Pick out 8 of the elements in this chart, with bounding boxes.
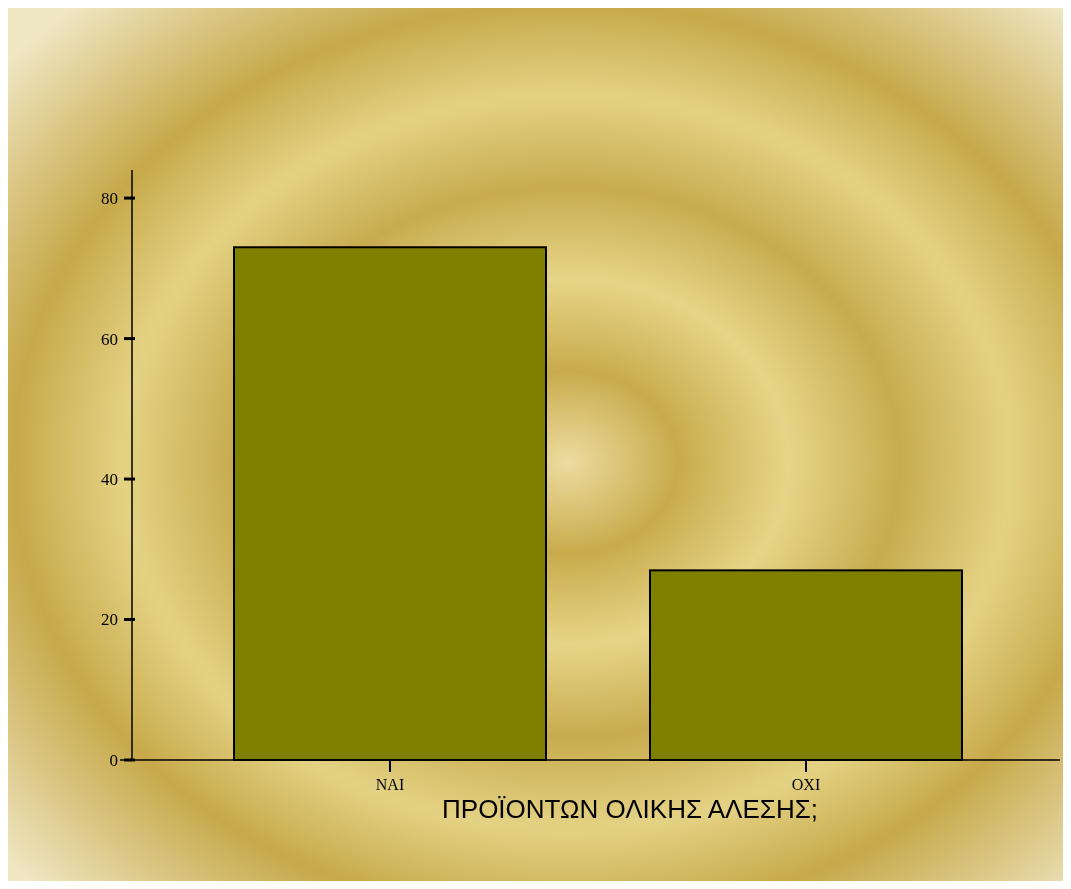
y-tick-label: 40	[101, 470, 118, 489]
x-tick-label: OXI	[791, 776, 821, 793]
y-tick-label: 60	[101, 329, 118, 349]
y-tick-label: 80	[101, 189, 118, 209]
y-tick-label: 0	[109, 750, 118, 770]
y-tick-label: 20	[101, 610, 118, 630]
x-axis-title: ΠΡΟΪΟΝΤΩΝ ΟΛΙΚΗΣ ΑΛΕΣΗΣ;	[442, 794, 818, 824]
x-tick-label: NAI	[375, 776, 405, 793]
